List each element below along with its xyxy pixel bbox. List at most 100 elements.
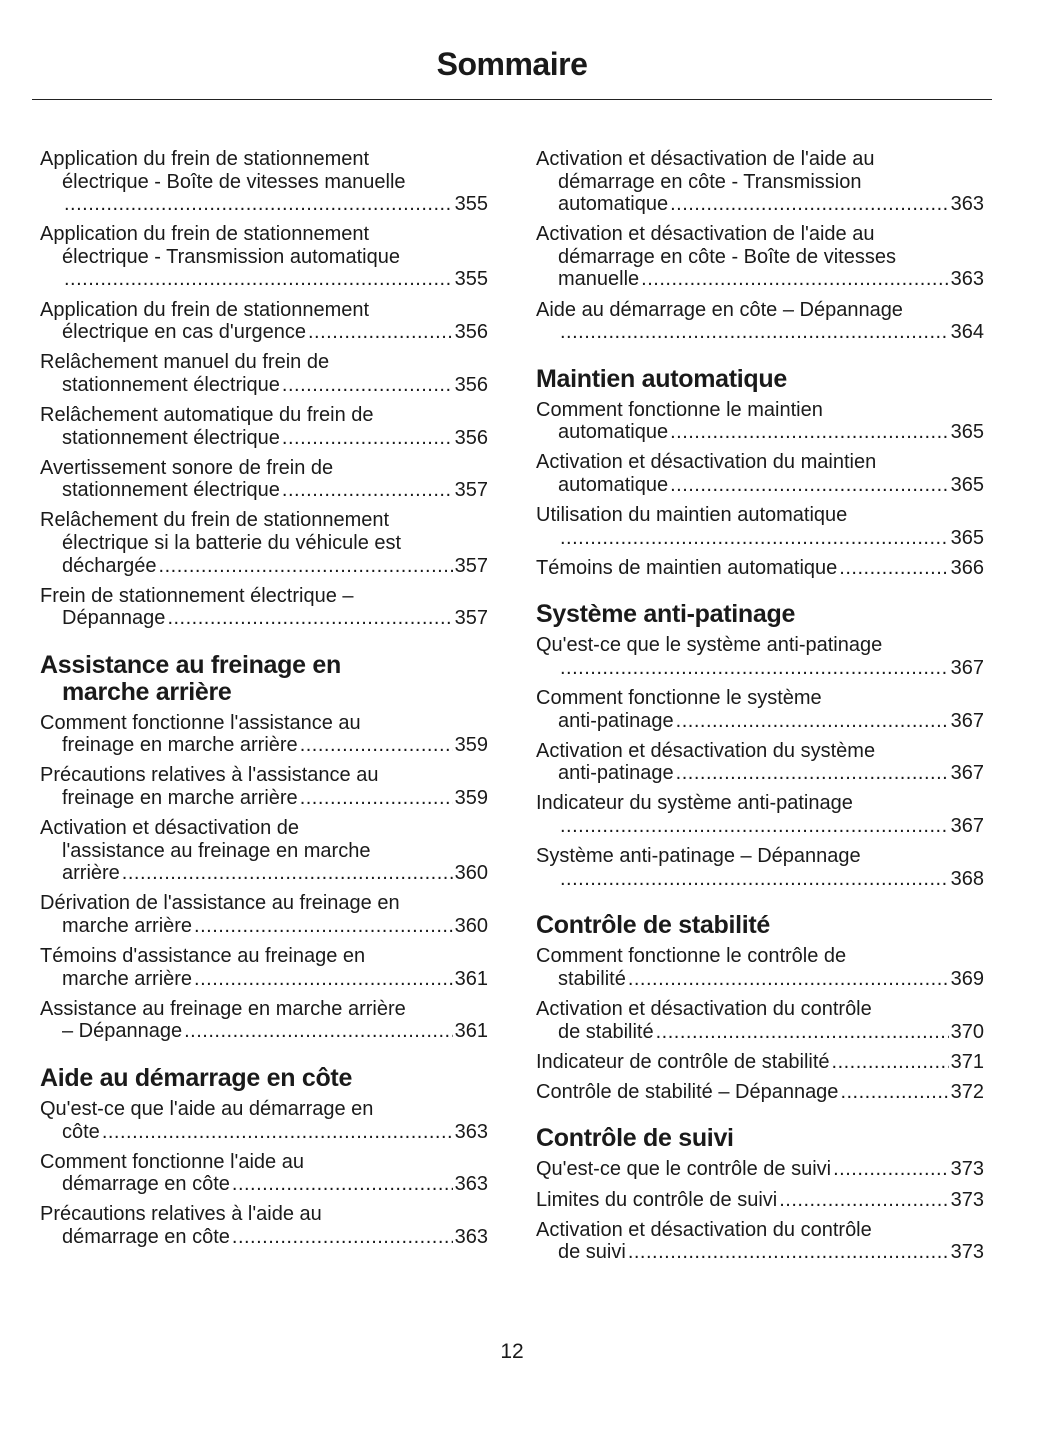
toc-entry[interactable]: Activation et désactivation de l'aide au… [536, 223, 984, 291]
toc-page-number[interactable]: 356 [454, 426, 488, 449]
toc-page-number[interactable]: 367 [950, 709, 984, 732]
dot-leader [560, 657, 949, 680]
toc-entry[interactable]: Qu'est-ce que le contrôle de suivi 373 [536, 1158, 984, 1181]
section-heading: Maintien automatique [536, 365, 984, 393]
toc-entry-last-line: automatique 363 [536, 193, 984, 216]
toc-page-number[interactable]: 367 [950, 815, 984, 838]
dot-leader [560, 527, 949, 550]
toc-entry[interactable]: Activation et désactivation du système an… [536, 740, 984, 785]
toc-entry[interactable]: Témoins de maintien automatique 366 [536, 557, 984, 580]
title-divider [32, 99, 992, 100]
toc-entry[interactable]: Système anti-patinage – Dépannage 368 [536, 845, 984, 890]
toc-entry[interactable]: Précautions relatives à l'assistance au f… [40, 764, 488, 809]
toc-page-number[interactable]: 356 [454, 373, 488, 396]
toc-entry[interactable]: Indicateur de contrôle de stabilité 371 [536, 1051, 984, 1074]
toc-entry[interactable]: Comment fonctionne le contrôle de stabili… [536, 945, 984, 990]
toc-page-number[interactable]: 370 [950, 1020, 984, 1043]
toc-entry-last-line: freinage en marche arrière 359 [40, 787, 488, 810]
toc-page-number[interactable]: 364 [950, 321, 984, 344]
dot-leader [670, 193, 949, 216]
toc-entry-text: marche arrière [62, 967, 193, 990]
toc-entry[interactable]: Frein de stationnement électrique – Dépan… [40, 585, 488, 630]
toc-page-number[interactable]: 367 [950, 762, 984, 785]
dot-leader [308, 321, 453, 344]
toc-page-number[interactable]: 355 [454, 268, 488, 291]
toc-entry-text: automatique [558, 421, 669, 444]
dot-leader [628, 968, 949, 991]
toc-entry-last-line: 355 [40, 193, 488, 216]
toc-page-number[interactable]: 365 [950, 526, 984, 549]
toc-entry-line: Comment fonctionne le maintien [536, 398, 823, 421]
toc-entry[interactable]: Comment fonctionne le système anti-patina… [536, 687, 984, 732]
toc-entry[interactable]: Comment fonctionne l'aide au démarrage en… [40, 1151, 488, 1196]
dot-leader [676, 762, 949, 785]
dot-leader [194, 968, 453, 991]
toc-page-number[interactable]: 373 [950, 1241, 984, 1264]
toc-page-number[interactable]: 360 [454, 915, 488, 938]
toc-entry[interactable]: Avertissement sonore de frein de stationn… [40, 457, 488, 502]
toc-page-number[interactable]: 371 [950, 1050, 984, 1073]
toc-page-number[interactable]: 363 [950, 268, 984, 291]
toc-entry-line: Indicateur du système anti-patinage [536, 792, 853, 815]
page-title: Sommaire [436, 46, 588, 82]
toc-page-number[interactable]: 363 [454, 1120, 488, 1143]
toc-page-number[interactable]: 357 [454, 554, 488, 577]
toc-entry-last-line: démarrage en côte 363 [40, 1226, 488, 1249]
toc-entry[interactable]: Activation et désactivation du contrôle d… [536, 1219, 984, 1264]
toc-entry-last-line: anti-patinage 367 [536, 710, 984, 733]
toc-page-number[interactable]: 361 [454, 967, 488, 990]
toc-entry[interactable]: Contrôle de stabilité – Dépannage 372 [536, 1081, 984, 1104]
toc-entry[interactable]: Témoins d'assistance au freinage en march… [40, 945, 488, 990]
toc-page-number[interactable]: 360 [454, 862, 488, 885]
toc-entry-last-line: marche arrière 360 [40, 915, 488, 938]
toc-entry-text: – Dépannage [62, 1020, 183, 1043]
toc-entry[interactable]: Assistance au freinage en marche arrière… [40, 998, 488, 1043]
toc-page-number[interactable]: 355 [454, 193, 488, 216]
toc-entry-line: Application du frein de stationnement [40, 223, 370, 246]
toc-entry[interactable]: Relâchement manuel du frein de stationnem… [40, 351, 488, 396]
toc-entry-text: manuelle [558, 268, 640, 291]
toc-entry[interactable]: Application du frein de stationnement éle… [40, 148, 488, 216]
toc-entry[interactable]: Précautions relatives à l'aide au démarra… [40, 1203, 488, 1248]
toc-entry[interactable]: Dérivation de l'assistance au freinage e… [40, 892, 488, 937]
toc-entry[interactable]: Relâchement du frein de stationnement éle… [40, 509, 488, 577]
toc-entry[interactable]: Aide au démarrage en côte – Dépannage 364 [536, 299, 984, 344]
toc-page-number[interactable]: 363 [454, 1225, 488, 1248]
toc-page-number[interactable]: 365 [950, 474, 984, 497]
toc-entry[interactable]: Indicateur du système anti-patinage 367 [536, 792, 984, 837]
toc-page-number[interactable]: 373 [950, 1188, 984, 1211]
toc-entry[interactable]: Activation et désactivation de l'assistan… [40, 817, 488, 885]
toc-entry[interactable]: Relâchement automatique du frein de stati… [40, 404, 488, 449]
toc-page-number[interactable]: 363 [950, 193, 984, 216]
toc-entry[interactable]: Activation et désactivation de l'aide au… [536, 148, 984, 216]
toc-page-number[interactable]: 356 [454, 321, 488, 344]
toc-page-number[interactable]: 367 [950, 657, 984, 679]
toc-entry[interactable]: Qu'est-ce que l'aide au démarrage en côte… [40, 1098, 488, 1143]
toc-entry[interactable]: Comment fonctionne l'assistance au freina… [40, 712, 488, 757]
toc-page-number[interactable]: 357 [454, 607, 488, 630]
toc-page-number[interactable]: 361 [454, 1020, 488, 1043]
toc-entry[interactable]: Activation et désactivation du contrôle d… [536, 998, 984, 1043]
toc-entry[interactable]: Activation et désactivation du maintien a… [536, 451, 984, 496]
toc-entry[interactable]: Application du frein de stationnement éle… [40, 223, 488, 291]
toc-page-number[interactable]: 372 [950, 1080, 984, 1103]
toc-entry-line: Comment fonctionne le système [536, 687, 822, 710]
toc-page-number[interactable]: 368 [950, 867, 984, 890]
toc-page-number[interactable]: 359 [454, 787, 488, 810]
dot-leader [670, 474, 949, 497]
dot-leader [656, 1021, 949, 1044]
toc-entry[interactable]: Application du frein de stationnement éle… [40, 299, 488, 344]
toc-entry[interactable]: Utilisation du maintien automatique 365 [536, 504, 984, 549]
toc-entry[interactable]: Qu'est-ce que le système anti-patinage 36… [536, 634, 984, 679]
toc-page-number[interactable]: 357 [454, 479, 488, 502]
toc-page-number[interactable]: 373 [950, 1158, 984, 1181]
toc-page-number[interactable]: 363 [454, 1173, 488, 1196]
toc-page-number[interactable]: 359 [454, 734, 488, 757]
toc-entry[interactable]: Limites du contrôle de suivi 373 [536, 1189, 984, 1212]
section-heading: Assistance au freinage en marche arrière [40, 651, 488, 706]
toc-entry[interactable]: Comment fonctionne le maintien automatiqu… [536, 399, 984, 444]
toc-page-number[interactable]: 369 [950, 967, 984, 990]
toc-page-number[interactable]: 365 [950, 421, 984, 444]
toc-entry-last-line: Témoins de maintien automatique 366 [536, 557, 984, 580]
toc-page-number[interactable]: 366 [950, 556, 984, 579]
